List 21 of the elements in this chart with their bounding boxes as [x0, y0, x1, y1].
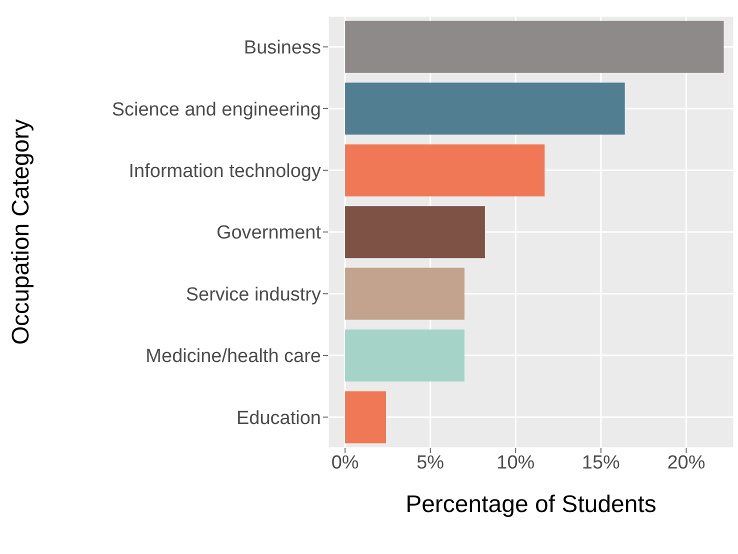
y-tick-label: Information technology	[128, 161, 322, 182]
y-tick-label: Business	[244, 38, 321, 59]
x-tick-label: 20%	[667, 452, 706, 474]
bar	[345, 206, 485, 258]
bar	[345, 144, 545, 196]
y-tick-label: Service industry	[186, 284, 322, 306]
x-tick-label: 15%	[582, 452, 620, 474]
y-tick-label: Medicine/health care	[146, 346, 321, 368]
bar	[345, 330, 464, 382]
y-tick-label: Education	[236, 408, 321, 429]
x-tick-label: 5%	[416, 452, 444, 474]
bar	[345, 391, 386, 444]
x-axis-title: Percentage of Students	[406, 491, 656, 518]
bar	[345, 20, 724, 73]
y-tick-label: Government	[216, 222, 322, 244]
bar	[345, 268, 464, 320]
bar	[345, 82, 625, 135]
x-tick-label: 10%	[496, 452, 535, 474]
y-tick-label: Science and engineering	[112, 99, 321, 120]
x-tick-label: 0%	[331, 452, 359, 474]
y-axis-title: Occupation Category	[8, 119, 35, 345]
